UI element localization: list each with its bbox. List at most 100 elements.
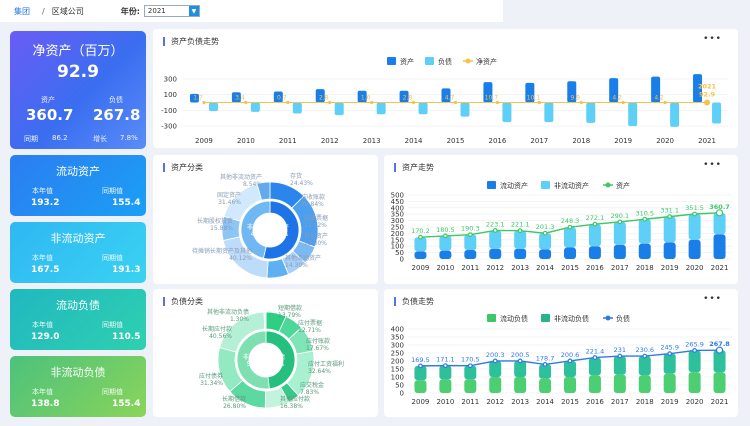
liability-bar <box>628 102 638 127</box>
legend-label: 净资产 <box>476 57 497 66</box>
year-select[interactable]: 2021 ▼ <box>143 5 200 17</box>
line-point <box>442 363 448 369</box>
slice-label: 应付债券 <box>199 372 223 380</box>
bar <box>663 353 676 374</box>
panel-title: 负债走势 <box>394 297 434 306</box>
y-tick-label: 50 <box>395 382 404 390</box>
x-tick-label: 2010 <box>436 398 454 406</box>
liab-trend-panel: 负债走势 ••• 流动负债 非流动负债 负债 400 350 300 250 200 150 10… <box>384 289 738 417</box>
line-point <box>492 228 498 233</box>
legend-swatch-dot <box>465 58 471 64</box>
bar <box>688 214 701 240</box>
liability-bar <box>418 102 428 115</box>
kpi-prev-value: 110.5 <box>112 332 141 342</box>
more-menu-icon[interactable]: ••• <box>703 294 722 304</box>
slice-label: 待摊销长期资产及其他 <box>192 247 252 255</box>
net-asset-point <box>453 100 458 105</box>
bar <box>613 356 626 375</box>
panel-title: 资产走势 <box>394 163 434 172</box>
data-label: 201.3 <box>536 223 555 231</box>
slice-label: 应收账款 <box>301 193 325 201</box>
period-value: 86.2 <box>52 134 68 142</box>
liability-bar <box>712 102 722 124</box>
line-point <box>617 219 623 225</box>
bar <box>688 372 701 393</box>
data-label: 221.4 <box>586 348 605 356</box>
more-menu-icon[interactable]: ••• <box>703 160 722 170</box>
data-label: 200.5 <box>511 351 530 359</box>
y-tick-label: 250 <box>391 224 404 232</box>
bar <box>414 237 427 252</box>
line-point <box>517 358 523 364</box>
asset-bar <box>399 90 409 103</box>
bar <box>663 216 676 243</box>
bar <box>514 230 527 249</box>
data-label: 4.2 <box>612 95 622 102</box>
kpi-title: 流动负债 <box>56 299 100 312</box>
asset-bar <box>315 89 325 103</box>
net-asset-point <box>537 100 541 105</box>
breadcrumb-home[interactable]: 集团 <box>14 6 30 16</box>
breadcrumb-current: 区域公司 <box>51 6 84 16</box>
slice-label: 其他非流动负债 <box>207 308 249 316</box>
growth-label: 增长 <box>93 135 107 143</box>
data-label: 4.7 <box>445 95 455 102</box>
slice-label: 40.12% <box>229 255 252 262</box>
y-tick-label: 150 <box>391 366 404 374</box>
x-tick-label: 2012 <box>486 264 504 272</box>
bar <box>464 250 477 259</box>
x-tick-label: 2018 <box>572 137 590 145</box>
bar <box>588 375 601 393</box>
liability-label: 负债 <box>109 96 123 104</box>
x-tick-label: 2019 <box>661 264 679 272</box>
bar <box>713 212 726 235</box>
x-tick-label: 2015 <box>561 398 579 406</box>
kpi-prev-value: 155.4 <box>112 399 141 409</box>
kpi-card-noncurrent-liabilities: 非流动负债 本年值 同期值 138.8 155.4 <box>10 356 146 417</box>
asset-bar <box>525 82 535 103</box>
slice-label: 应收票据 <box>304 214 328 222</box>
asset-bar <box>189 93 199 103</box>
legend-swatch <box>541 314 550 322</box>
x-tick-label: 2018 <box>636 264 654 272</box>
x-tick-label: 2011 <box>279 137 297 145</box>
bar <box>539 378 552 393</box>
bar <box>489 230 502 249</box>
data-label: 200.6 <box>561 351 580 359</box>
kpi-cur-label: 本年值 <box>32 254 53 262</box>
data-label: 272.1 <box>586 214 605 222</box>
asset-value: 360.7 <box>26 106 74 124</box>
net-asset-point <box>370 100 374 105</box>
asset-trend-panel: 资产走势 ••• 流动资产 非流动资产 资产 500 450 400 350 300 250 20… <box>384 155 738 284</box>
x-tick-label: 2013 <box>511 398 529 406</box>
x-tick-label: 2020 <box>656 137 674 145</box>
x-tick-label: 2016 <box>586 264 604 272</box>
y-tick-label: 250 <box>391 350 404 358</box>
liab-class-panel: 负债分类 流动负债 48.17% 非流动负债 51.83% 短期借款 13.79% 应付票据… <box>153 289 378 417</box>
bar <box>464 379 477 393</box>
data-label: 231 <box>614 346 626 354</box>
chevron-down-icon[interactable]: ▼ <box>188 6 199 16</box>
y-tick-label: 150 <box>391 236 404 244</box>
net-asset-point <box>495 100 500 105</box>
net-asset-point <box>663 100 667 105</box>
bar <box>588 224 601 247</box>
kpi-card-current-assets: 流动资产 本年值 同期值 193.2 155.4 <box>10 155 146 216</box>
bar <box>638 356 651 376</box>
slice-label: 短期借款 <box>278 304 302 312</box>
net-asset-card: 净资产（百万） 92.9 资产 负债 360.7 267.8 同期 86.2 增… <box>10 31 146 149</box>
net-asset-point <box>621 100 625 105</box>
data-label: 2021 <box>698 83 717 91</box>
bar <box>663 242 676 259</box>
liability-bar <box>586 102 596 123</box>
slice-label: 12.12% <box>304 222 327 229</box>
asset-label: 资产 <box>41 96 55 104</box>
data-label: 360.7 <box>709 203 730 211</box>
more-menu-icon[interactable]: ••• <box>703 34 722 44</box>
data-label: 0.7 <box>277 95 287 102</box>
x-tick-label: 2014 <box>536 264 554 272</box>
slice-label: 16.38% <box>280 403 303 410</box>
legend-label: 流动资产 <box>500 181 528 190</box>
data-label: 200.3 <box>486 351 505 359</box>
line-point <box>592 221 598 227</box>
